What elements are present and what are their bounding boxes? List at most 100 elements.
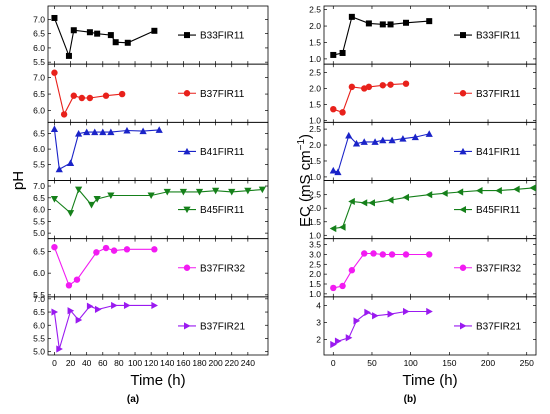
- data-point: [371, 138, 379, 145]
- y-tick-label: 1.5: [309, 99, 321, 109]
- data-point: [456, 188, 464, 196]
- data-point: [402, 251, 410, 258]
- data-point: [51, 243, 58, 251]
- data-point: [147, 192, 155, 200]
- y-tick-label: 1.0: [309, 289, 321, 299]
- data-point: [212, 187, 220, 195]
- x-tick-label: 200: [209, 358, 223, 368]
- data-point: [399, 135, 407, 142]
- data-point: [102, 92, 110, 99]
- data-point: [441, 189, 448, 197]
- data-point: [66, 159, 75, 167]
- data-point: [51, 308, 59, 316]
- data-point: [352, 139, 361, 147]
- x-tick-label: 100: [128, 358, 142, 368]
- x-tick-label: 0: [52, 358, 57, 368]
- legend-label: B33FIR11: [476, 31, 521, 42]
- data-point: [403, 19, 410, 26]
- data-point: [123, 246, 131, 253]
- data-point: [50, 195, 59, 203]
- data-point: [75, 130, 83, 137]
- x-tick-label: 40: [82, 358, 92, 368]
- x-tick-label: 80: [114, 358, 124, 368]
- data-point: [339, 109, 346, 116]
- data-point: [370, 250, 377, 257]
- data-point: [258, 186, 266, 194]
- data-point: [379, 251, 387, 258]
- data-point: [67, 307, 75, 315]
- data-point: [387, 310, 395, 318]
- data-point: [379, 21, 386, 28]
- series-line-b33fir11: [53, 17, 155, 58]
- data-point: [94, 30, 101, 37]
- data-point: [75, 316, 83, 324]
- legend-marker: [183, 264, 191, 271]
- data-point: [387, 81, 394, 88]
- y-tick-label: 5.5: [33, 290, 45, 300]
- data-point: [513, 185, 520, 193]
- panel-b33fir11: 2.5 2.0 1.5 1.0 B33FIR11: [309, 5, 537, 65]
- y-tick-label: 6.5: [33, 307, 45, 317]
- x-tick-label: 200: [481, 358, 495, 368]
- data-point: [529, 184, 536, 192]
- data-point: [86, 94, 94, 102]
- data-point: [364, 308, 371, 316]
- legend-label: B37FIR21: [200, 321, 245, 332]
- data-point: [55, 165, 63, 173]
- legend-label: B37FIR11: [200, 89, 245, 100]
- legend-marker: [460, 32, 466, 39]
- data-point: [334, 168, 342, 176]
- data-point: [379, 136, 387, 144]
- legend-b45fir11: B45FIR11: [178, 205, 245, 216]
- data-point: [402, 80, 410, 87]
- data-point: [163, 188, 171, 196]
- legend-b33fir11: B33FIR11: [178, 31, 245, 42]
- data-point: [65, 52, 72, 59]
- data-point: [124, 39, 131, 46]
- panel-frame: [47, 296, 269, 356]
- data-point: [386, 196, 394, 204]
- chart-ec: 2.52.01.51.0B33FIR112.52.01.51.0B37FIR11…: [296, 5, 537, 389]
- legend-label: B41FIR11: [476, 147, 521, 158]
- y-tick-label: 1.0: [309, 172, 321, 182]
- panel-b37fir32: 3.53.02.52.01.51.0 B37FIR32: [309, 238, 537, 299]
- data-point: [151, 301, 158, 310]
- data-point: [403, 307, 410, 316]
- data-point: [118, 90, 126, 98]
- data-point: [338, 223, 346, 231]
- legend-marker: [183, 90, 191, 97]
- y-tick-label: 6.0: [33, 268, 45, 278]
- data-point: [426, 251, 433, 258]
- y-tick-label: 2.5: [309, 259, 321, 269]
- data-point: [151, 246, 158, 253]
- series-line-b37fir32: [53, 247, 155, 287]
- y-tick-label: 2.5: [309, 190, 321, 200]
- y-tick-label: 6.5: [33, 193, 45, 203]
- y-tick-label: 1.0: [309, 230, 321, 240]
- data-point: [495, 187, 502, 195]
- series-line-b37fir32: [333, 252, 430, 289]
- legend-marker: [459, 205, 466, 214]
- panel-b33fir11: 7.0 6.5 6.0 5.5 B33FIR11: [33, 5, 269, 67]
- y-tick-label: 2.0: [309, 140, 321, 150]
- legend-label: B45FIR11: [476, 205, 521, 216]
- x-tick-label: 150: [442, 358, 456, 368]
- y-tick-label: 7.0: [33, 181, 45, 191]
- data-point: [348, 197, 355, 206]
- y-tick-label: 2.5: [309, 68, 321, 78]
- legend-label: B37FIR32: [200, 263, 245, 274]
- data-point: [475, 187, 483, 195]
- x-tick-label: 180: [192, 358, 206, 368]
- caption-left: (a): [127, 394, 139, 405]
- series-line-b45fir11: [54, 188, 263, 215]
- panel-b37fir21: 4 3 2 B37FIR21: [316, 296, 537, 356]
- y-axis-label: pH: [10, 171, 27, 190]
- y-tick-label: 1.5: [309, 37, 321, 47]
- panel-b45fir11: 7.0 6.5 6.05.5 5.0 B45FIR11: [33, 180, 269, 240]
- x-tick-label: 160: [176, 358, 190, 368]
- data-point: [107, 32, 114, 39]
- panel-b37fir32: 6.5 6.0 5.5 B37FIR32: [33, 238, 269, 300]
- y-tick-label: 5.5: [33, 333, 45, 343]
- legend-marker: [184, 32, 190, 39]
